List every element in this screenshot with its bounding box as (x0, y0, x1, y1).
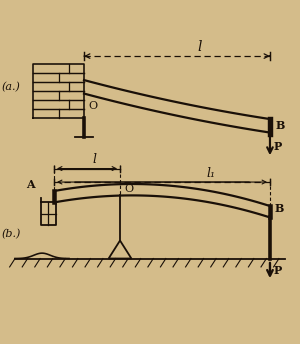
Text: P: P (274, 265, 282, 276)
Text: P: P (274, 141, 282, 152)
Text: (b.): (b.) (2, 229, 21, 240)
Text: l₁: l₁ (206, 167, 215, 180)
Text: (a.): (a.) (2, 83, 20, 93)
Text: l: l (197, 40, 202, 54)
Text: l: l (92, 153, 97, 166)
Text: O: O (124, 184, 134, 194)
Text: B: B (274, 203, 284, 214)
Text: B: B (275, 120, 285, 131)
Text: O: O (88, 101, 98, 111)
Text: A: A (26, 179, 35, 190)
